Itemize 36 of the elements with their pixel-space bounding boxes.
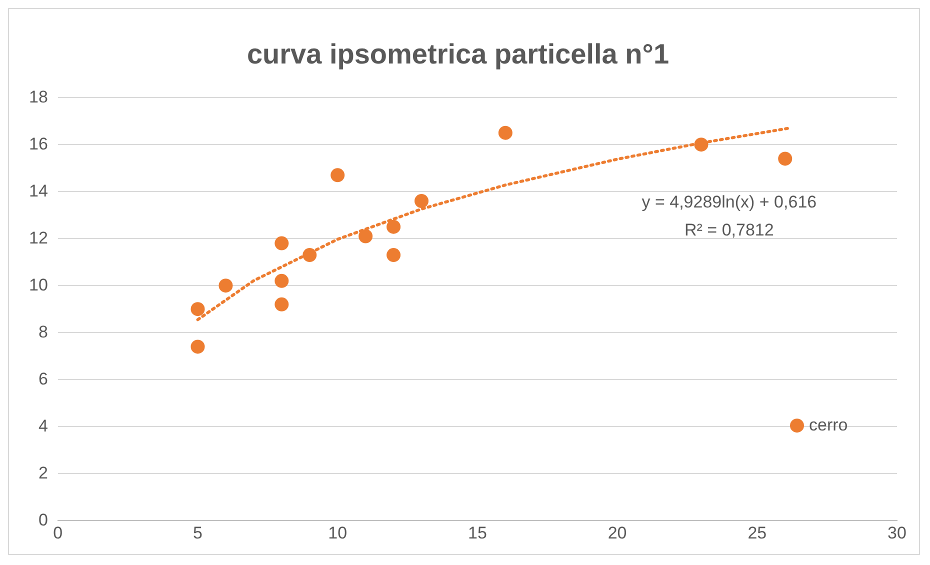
y-tick-label: 12 bbox=[28, 228, 48, 248]
x-tick-label: 5 bbox=[193, 523, 202, 542]
y-tick-label: 8 bbox=[38, 322, 48, 342]
y-tick-label: 16 bbox=[28, 134, 48, 154]
point bbox=[358, 229, 373, 244]
point bbox=[190, 340, 205, 354]
point bbox=[694, 138, 708, 152]
point bbox=[778, 152, 792, 166]
x-tick-label: 0 bbox=[53, 523, 63, 542]
point bbox=[274, 236, 289, 250]
x-tick-label: 20 bbox=[608, 523, 627, 542]
point bbox=[330, 168, 345, 182]
point bbox=[386, 248, 401, 262]
y-tick-label: 2 bbox=[38, 463, 48, 482]
y-tick-label: 10 bbox=[28, 275, 48, 294]
legend-label: cerro bbox=[809, 415, 848, 434]
chart-title: curva ipsometrica particella n°1 bbox=[246, 38, 670, 70]
x-tick-label: 10 bbox=[328, 523, 348, 542]
y-tick-label: 0 bbox=[38, 510, 48, 530]
point bbox=[498, 126, 512, 140]
y-tick-label: 6 bbox=[38, 369, 48, 388]
x-tick-label: 25 bbox=[748, 523, 767, 542]
point bbox=[414, 194, 429, 208]
x-tick-label: 30 bbox=[888, 523, 906, 542]
y-tick-label: 4 bbox=[38, 416, 48, 436]
point bbox=[218, 278, 233, 293]
point bbox=[302, 248, 317, 262]
point bbox=[274, 297, 289, 312]
annotation: R² = 0,7812 bbox=[684, 220, 774, 240]
point bbox=[386, 220, 401, 234]
annotation: y = 4,9289ln(x) + 0,616 bbox=[642, 192, 817, 212]
point bbox=[274, 274, 289, 288]
y-tick-label: 18 bbox=[28, 87, 48, 106]
x-tick-label: 15 bbox=[468, 523, 487, 542]
y-tick-label: 14 bbox=[28, 181, 48, 200]
point bbox=[190, 302, 205, 316]
